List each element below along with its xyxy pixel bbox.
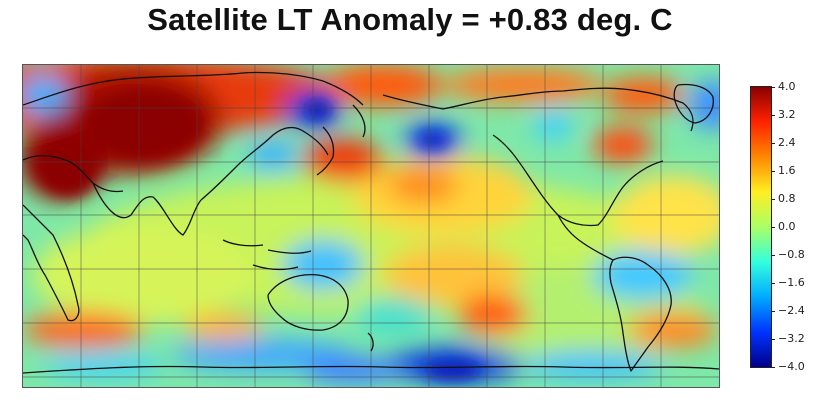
colorbar-tick-label: 1.6	[778, 164, 796, 177]
anomaly-field	[23, 65, 719, 387]
colorbar-tick-label: −0.8	[778, 248, 805, 261]
australia-coast	[267, 274, 349, 331]
colorbar-tick-mark	[771, 367, 775, 368]
south-america-coast	[609, 256, 672, 372]
colorbar-tick-mark	[771, 339, 775, 340]
anomaly-blobs	[23, 65, 719, 384]
colorbar-tick-mark	[771, 143, 775, 144]
eurasia-north-coast	[23, 71, 364, 106]
colorbar-tick-label: −3.2	[778, 332, 805, 345]
colorbar-tick-label: 4.0	[778, 80, 796, 93]
colorbar-tick-label: −2.4	[778, 304, 805, 317]
colorbar-tick-label: 0.0	[778, 220, 796, 233]
colorbar-tick-mark	[771, 115, 775, 116]
antarctica-coast	[23, 365, 719, 374]
colorbar-tick-mark	[771, 227, 775, 228]
colorbar-tick-mark	[771, 311, 775, 312]
colorbar-tick-label: 2.4	[778, 136, 796, 149]
greenland-coast	[673, 83, 714, 124]
colorbar-tick-mark	[771, 283, 775, 284]
colorbar-tick-label: −1.6	[778, 276, 805, 289]
map-title: Satellite LT Anomaly = +0.83 deg. C	[147, 2, 673, 37]
colorbar-tick-label: 0.8	[778, 192, 796, 205]
coastlines	[23, 71, 719, 374]
colorbar	[750, 86, 772, 368]
lat-lon-grid	[23, 65, 719, 387]
colorbar-tick-label: −4.0	[778, 360, 805, 373]
colorbar-tick-label: 3.2	[778, 108, 796, 121]
colorbar-tick-mark	[771, 87, 775, 88]
anomaly-map	[22, 64, 720, 388]
colorbar-tick-mark	[771, 255, 775, 256]
colorbar-tick-mark	[771, 171, 775, 172]
colorbar-tick-mark	[771, 199, 775, 200]
north-america-north-coast	[442, 87, 694, 132]
